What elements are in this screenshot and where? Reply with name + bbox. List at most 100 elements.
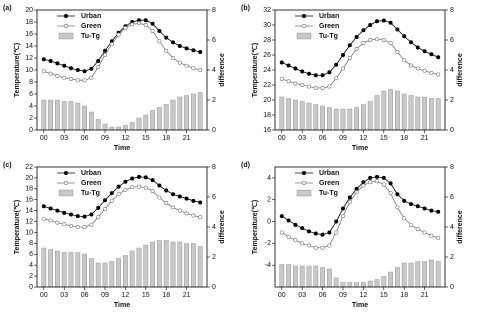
x-tick-label: 15 [380, 292, 388, 299]
bar [395, 267, 400, 288]
bar [354, 282, 359, 288]
bar [184, 243, 189, 288]
point [422, 68, 427, 73]
point [388, 191, 393, 196]
x-tick-label: 06 [81, 135, 89, 142]
bar [109, 261, 115, 288]
y-tick-label: 14 [25, 43, 33, 50]
bar [333, 277, 339, 288]
legend-label: Urban [319, 170, 339, 177]
bar [55, 99, 60, 131]
point [388, 40, 393, 45]
point [55, 208, 60, 213]
y-tick-label: 12 [25, 55, 33, 62]
point [55, 61, 60, 66]
point [123, 25, 128, 30]
bar [48, 249, 53, 288]
point [293, 222, 298, 227]
bar [367, 280, 373, 288]
bar [191, 243, 196, 288]
point [293, 66, 298, 71]
panel-label: (c) [3, 162, 12, 169]
bar [89, 258, 94, 288]
point [143, 175, 148, 180]
x-tick-label: 15 [142, 292, 150, 299]
y2-tick-label: 8 [450, 7, 454, 14]
point [286, 63, 291, 68]
y-tick-label: 20 [25, 175, 33, 182]
y-tick-label: 18 [25, 19, 33, 26]
bar [55, 250, 60, 288]
y-tick-label: -4 [265, 262, 271, 269]
x-tick-label: 12 [360, 135, 368, 142]
bar [184, 95, 189, 131]
bar [388, 89, 393, 131]
bar [381, 90, 387, 131]
point [408, 222, 413, 227]
point [300, 226, 305, 231]
bar [61, 252, 67, 288]
bar [48, 99, 53, 131]
point [137, 184, 142, 189]
point [41, 69, 46, 74]
y-axis-label: Temperature(℃) [13, 43, 21, 97]
point [164, 48, 169, 53]
point [109, 42, 114, 47]
bar [286, 98, 291, 131]
y-tick-label: 10 [25, 67, 33, 74]
x-tick-label: 15 [380, 135, 388, 142]
point [171, 205, 176, 210]
point [89, 222, 94, 227]
point [368, 22, 373, 27]
bar [123, 255, 128, 288]
x-tick-label: 12 [122, 135, 130, 142]
point [75, 78, 80, 83]
point [198, 200, 203, 205]
point [177, 43, 182, 48]
point [96, 58, 101, 63]
point [368, 175, 373, 180]
y-tick-label: 4 [267, 175, 271, 182]
point [191, 48, 196, 53]
point [48, 218, 53, 223]
point [415, 227, 420, 232]
bar [340, 282, 346, 288]
bar [429, 259, 434, 288]
bar [157, 107, 162, 131]
point [388, 20, 393, 25]
legend-label: Tu-Tg [81, 190, 100, 197]
legend-label: Tu-Tg [319, 33, 338, 40]
bar [136, 247, 142, 288]
point [157, 183, 162, 188]
point [198, 49, 203, 54]
y-tick-label: 28 [263, 37, 271, 44]
point [130, 185, 135, 190]
bar [191, 93, 196, 131]
y-tick-label: 24 [263, 67, 271, 74]
panel-label: (a) [3, 5, 12, 12]
point [171, 192, 176, 197]
point [340, 206, 345, 211]
x-tick-label: 18 [162, 292, 170, 299]
point [374, 179, 379, 184]
point [164, 188, 169, 193]
bar [422, 261, 427, 288]
point [313, 86, 318, 91]
point [150, 21, 155, 26]
point [164, 201, 169, 206]
point [354, 46, 359, 51]
bar [327, 268, 332, 288]
point [422, 206, 427, 211]
x-tick-label: 12 [360, 292, 368, 299]
legend-label: Urban [81, 170, 101, 177]
point [184, 211, 189, 216]
y-tick-label: 0 [29, 284, 33, 291]
y2-tick-label: 8 [450, 164, 454, 171]
point [313, 245, 318, 250]
bar [116, 126, 121, 131]
point [334, 230, 339, 235]
point [408, 40, 413, 45]
x-tick-label: 03 [298, 135, 306, 142]
point [184, 46, 189, 51]
point [415, 66, 420, 71]
